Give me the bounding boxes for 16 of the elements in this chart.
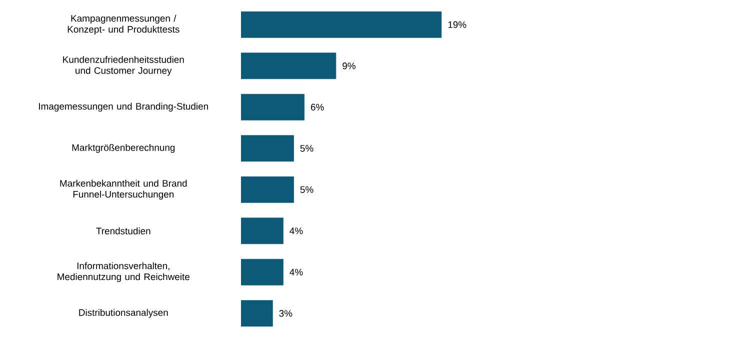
y-tick-label: Informationsverhalten, Mediennutzung und Reichweite [58, 262, 190, 282]
y-tick-label: Marktgrößenberechnung [72, 144, 175, 153]
y-tick-label: Markenbekanntheit und Brand Funnel-Untersuchungen [60, 180, 187, 200]
y-tick-label: Kampagnenmessungen / Konzept- und Produkttests [68, 14, 180, 35]
y-tick-label: Trendstudien [96, 227, 150, 234]
data-label: 5% [300, 145, 314, 152]
data-label: 9% [342, 62, 356, 70]
data-label: 6% [310, 104, 324, 110]
y-tick-label: Distributionsanalysen [79, 308, 168, 318]
data-label: 19% [448, 21, 466, 28]
data-label: 4% [290, 268, 303, 276]
data-label: 4% [290, 228, 303, 234]
y-tick-label: Imagemessungen und Branding-Studien [39, 102, 208, 112]
data-label: 5% [300, 186, 314, 193]
y-tick-label: Kundenzufriedenheitsstudien und Customer Journey [63, 56, 184, 76]
data-label: 3% [279, 310, 292, 317]
